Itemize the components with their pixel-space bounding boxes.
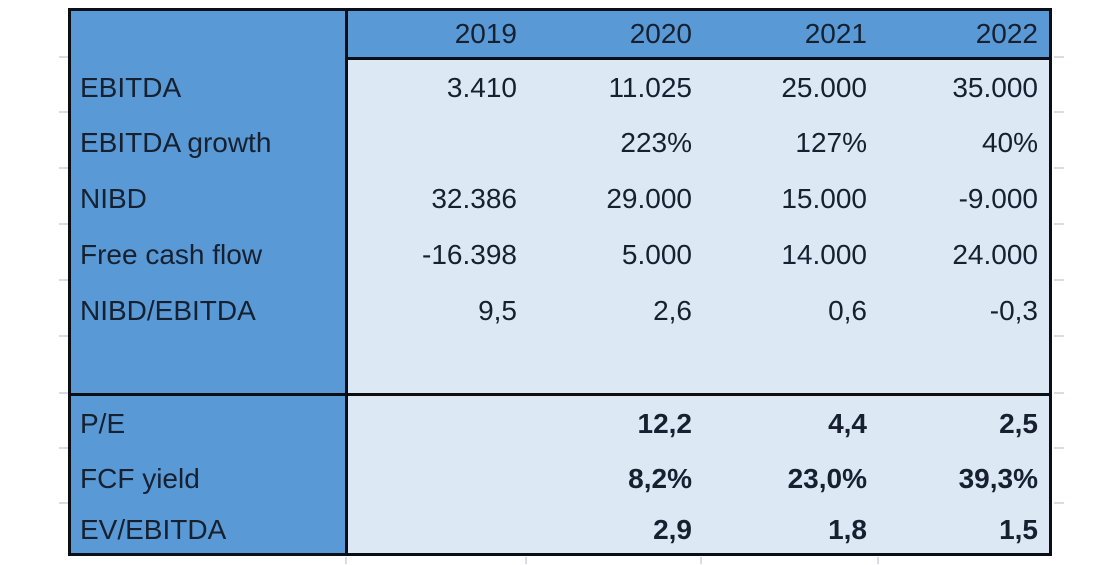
gridline-stub [1054,111,1064,113]
row-label-free-cash-flow[interactable]: Free cash flow [71,227,348,283]
cell-ebitda-growth-2022[interactable]: 40% [878,115,1049,171]
spacer-cell[interactable] [878,339,1049,396]
gridline-stub [1054,335,1064,337]
cell-fcf-2022[interactable]: 24.000 [878,227,1049,283]
gridline-stub [59,279,68,281]
cell-ebitda-2021[interactable]: 25.000 [703,60,878,115]
row-label-pe[interactable]: P/E [71,396,348,451]
gridline-stub [877,557,879,564]
cell-nibd-2022[interactable]: -9.000 [878,171,1049,227]
row-label-ebitda[interactable]: EBITDA [71,60,348,115]
column-header-2022[interactable]: 2022 [878,11,1049,60]
row-label-nibd-ebitda[interactable]: NIBD/EBITDA [71,283,348,339]
cell-nibd-2019[interactable]: 32.386 [348,171,528,227]
cell-nibd-ebitda-2021[interactable]: 0,6 [703,283,878,339]
spacer-cell[interactable] [703,339,878,396]
cell-ebitda-growth-2019[interactable] [348,115,528,171]
cell-nibd-ebitda-2019[interactable]: 9,5 [348,283,528,339]
column-header-2020[interactable]: 2020 [528,11,703,60]
row-label-nibd[interactable]: NIBD [71,171,348,227]
gridline-stub [345,557,347,564]
gridline-stub [59,56,68,58]
corner-cell[interactable] [71,11,348,60]
gridline-stub [59,502,68,504]
gridline-stub [1054,223,1064,225]
cell-ebitda-2020[interactable]: 11.025 [528,60,703,115]
cell-ev-ebitda-2019[interactable] [348,506,528,553]
column-header-2019[interactable]: 2019 [348,11,528,60]
cell-pe-2019[interactable] [348,396,528,451]
spacer-cell[interactable] [528,339,703,396]
financials-table: 2019 2020 2021 2022 EBITDA 3.410 11.025 … [68,8,1052,556]
cell-nibd-2021[interactable]: 15.000 [703,171,878,227]
gridline-stub [59,167,68,169]
gridline-stub [525,557,527,564]
cell-fcf-2020[interactable]: 5.000 [528,227,703,283]
cell-ev-ebitda-2022[interactable]: 1,5 [878,506,1049,553]
cell-ebitda-2019[interactable]: 3.410 [348,60,528,115]
cell-pe-2022[interactable]: 2,5 [878,396,1049,451]
row-label-fcf-yield[interactable]: FCF yield [71,451,348,506]
cell-pe-2020[interactable]: 12,2 [528,396,703,451]
cell-ebitda-growth-2020[interactable]: 223% [528,115,703,171]
cell-fcf-yield-2021[interactable]: 23,0% [703,451,878,506]
spacer-cell[interactable] [348,339,528,396]
row-label-ev-ebitda[interactable]: EV/EBITDA [71,506,348,553]
gridline-stub [59,335,68,337]
gridline-stub [59,392,68,394]
gridline-stub [1054,167,1064,169]
gridline-stub [59,111,68,113]
cell-fcf-yield-2022[interactable]: 39,3% [878,451,1049,506]
gridline-stub [59,223,68,225]
cell-fcf-2019[interactable]: -16.398 [348,227,528,283]
row-label-ebitda-growth[interactable]: EBITDA growth [71,115,348,171]
spacer-cell[interactable] [71,339,348,396]
cell-fcf-2021[interactable]: 14.000 [703,227,878,283]
cell-fcf-yield-2019[interactable] [348,451,528,506]
gridline-stub [1054,56,1064,58]
cell-fcf-yield-2020[interactable]: 8,2% [528,451,703,506]
gridline-stub [1054,279,1064,281]
cell-ev-ebitda-2021[interactable]: 1,8 [703,506,878,553]
gridline-stub [1054,392,1064,394]
gridline-stub [59,447,68,449]
cell-ev-ebitda-2020[interactable]: 2,9 [528,506,703,553]
gridline-stub [1054,447,1064,449]
gridline-stub [1054,502,1064,504]
cell-nibd-ebitda-2020[interactable]: 2,6 [528,283,703,339]
gridline-stub [700,557,702,564]
cell-pe-2021[interactable]: 4,4 [703,396,878,451]
cell-nibd-2020[interactable]: 29.000 [528,171,703,227]
column-header-2021[interactable]: 2021 [703,11,878,60]
cell-nibd-ebitda-2022[interactable]: -0,3 [878,283,1049,339]
cell-ebitda-growth-2021[interactable]: 127% [703,115,878,171]
cell-ebitda-2022[interactable]: 35.000 [878,60,1049,115]
